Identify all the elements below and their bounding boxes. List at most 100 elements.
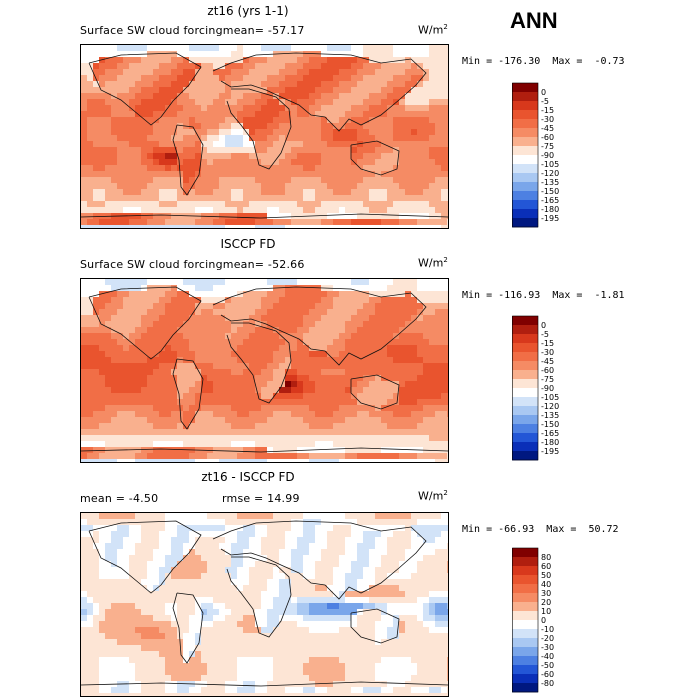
heatmap-cell	[369, 63, 376, 70]
heatmap-cell	[327, 339, 334, 346]
heatmap-cell	[393, 597, 400, 604]
heatmap-cell	[81, 309, 88, 316]
heatmap-cell	[261, 291, 268, 298]
heatmap-cell	[327, 141, 334, 148]
heatmap-cell	[111, 315, 118, 322]
heatmap-cell	[429, 561, 436, 568]
heatmap-cell	[447, 45, 448, 52]
heatmap-cell	[231, 537, 238, 544]
heatmap-cell	[363, 345, 370, 352]
heatmap-cell	[393, 285, 400, 292]
heatmap-cell	[429, 279, 436, 286]
heatmap-cell	[117, 585, 124, 592]
heatmap-cell	[153, 207, 160, 214]
heatmap-cell	[345, 213, 352, 220]
heatmap-cell	[297, 357, 304, 364]
heatmap-cell	[345, 207, 352, 214]
heatmap-cell	[141, 561, 148, 568]
heatmap-cell	[225, 357, 232, 364]
heatmap-cell	[393, 81, 400, 88]
heatmap-cell	[351, 585, 358, 592]
heatmap-cell	[213, 51, 220, 58]
heatmap-cell	[441, 105, 448, 112]
heatmap-cell	[429, 63, 436, 70]
heatmap-cell	[285, 435, 292, 442]
heatmap-cell	[255, 339, 262, 346]
heatmap-cell	[357, 525, 364, 532]
heatmap-cell	[399, 321, 406, 328]
heatmap-cell	[369, 207, 376, 214]
heatmap-cell	[153, 609, 160, 616]
heatmap-cell	[393, 63, 400, 70]
heatmap-cell	[111, 177, 118, 184]
heatmap-cell	[201, 303, 208, 310]
heatmap-cell	[267, 321, 274, 328]
heatmap-cell	[153, 387, 160, 394]
heatmap-cell	[357, 81, 364, 88]
heatmap-cell	[297, 453, 304, 460]
heatmap-cell	[231, 345, 238, 352]
heatmap-cell	[213, 453, 220, 460]
heatmap-cell	[363, 123, 370, 130]
heatmap-cell	[435, 597, 442, 604]
heatmap-cell	[399, 303, 406, 310]
heatmap-cell	[417, 537, 424, 544]
heatmap-cell	[195, 585, 202, 592]
heatmap-cell	[351, 411, 358, 418]
heatmap-cell	[117, 387, 124, 394]
heatmap-cell	[207, 207, 214, 214]
heatmap-cell	[351, 453, 358, 460]
heatmap-cell	[429, 363, 436, 370]
heatmap-cell	[321, 357, 328, 364]
heatmap-cell	[129, 333, 136, 340]
heatmap-cell	[387, 435, 394, 442]
heatmap-cell	[411, 567, 418, 574]
heatmap-cell	[345, 219, 352, 226]
heatmap-cell	[297, 87, 304, 94]
heatmap-cell	[363, 177, 370, 184]
heatmap-cell	[207, 441, 214, 448]
heatmap-cell	[441, 597, 448, 604]
heatmap-cell	[249, 171, 256, 178]
heatmap-cell	[165, 327, 172, 334]
heatmap-cell	[447, 573, 448, 580]
heatmap-cell	[297, 165, 304, 172]
heatmap-cell	[429, 417, 436, 424]
heatmap-cell	[87, 99, 94, 106]
heatmap-cell	[129, 345, 136, 352]
heatmap-cell	[249, 201, 256, 208]
heatmap-cell	[165, 543, 172, 550]
heatmap-cell	[315, 585, 322, 592]
heatmap-cell	[357, 363, 364, 370]
heatmap-cell	[117, 351, 124, 358]
heatmap-cell	[285, 219, 292, 226]
heatmap-cell	[183, 111, 190, 118]
heatmap-cell	[303, 219, 310, 226]
heatmap-cell	[285, 333, 292, 340]
heatmap-cell	[417, 339, 424, 346]
heatmap-cell	[123, 303, 130, 310]
heatmap-cell	[297, 81, 304, 88]
heatmap-cell	[219, 93, 226, 100]
heatmap-cell	[123, 99, 130, 106]
heatmap-cell	[357, 537, 364, 544]
panel2-units: W/m2	[418, 256, 448, 270]
heatmap-cell	[141, 87, 148, 94]
heatmap-cell	[435, 567, 442, 574]
heatmap-cell	[183, 81, 190, 88]
heatmap-cell	[333, 183, 340, 190]
heatmap-cell	[159, 579, 166, 586]
heatmap-cell	[333, 387, 340, 394]
heatmap-cell	[375, 141, 382, 148]
heatmap-cell	[411, 345, 418, 352]
heatmap-cell	[435, 45, 442, 52]
heatmap-cell	[171, 291, 178, 298]
heatmap-cell	[369, 333, 376, 340]
heatmap-cell	[327, 333, 334, 340]
heatmap-cell	[195, 321, 202, 328]
heatmap-cell	[159, 435, 166, 442]
heatmap-cell	[441, 69, 448, 76]
heatmap-cell	[363, 549, 370, 556]
colorbar-tick-label: -60	[541, 133, 554, 142]
heatmap-cell	[447, 531, 448, 538]
